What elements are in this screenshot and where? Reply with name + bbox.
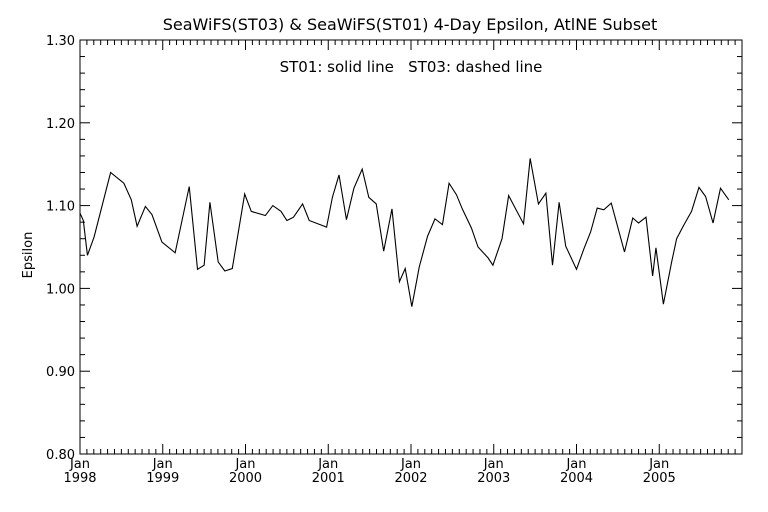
x-tick-month-label: Jan — [152, 457, 173, 472]
x-tick-year-label: 1998 — [63, 471, 96, 486]
x-tick-year-label: 2000 — [229, 471, 262, 486]
y-tick-label: 1.30 — [46, 34, 75, 49]
x-tick-year-label: 2002 — [394, 471, 427, 486]
x-tick-month-label: Jan — [234, 457, 255, 472]
y-axis: 0.80 0.90 1.00 1.10 1.20 1.30 — [46, 34, 742, 463]
x-tick-year-label: 2004 — [560, 471, 593, 486]
y-tick-label: 1.20 — [46, 117, 75, 132]
x-tick-month-label: Jan — [317, 457, 338, 472]
series-group — [79, 158, 730, 307]
x-tick-month-label: Jan — [400, 457, 421, 472]
x-tick-year-label: 2005 — [643, 471, 676, 486]
x-tick-year-label: 2003 — [477, 471, 510, 486]
y-tick-label: 0.80 — [46, 448, 75, 463]
line-style-annotation: ST01: solid line ST03: dashed line — [280, 58, 543, 76]
y-axis-label: Epsilon — [21, 232, 36, 279]
x-tick-month-label: Jan — [648, 457, 669, 472]
x-axis: Jan1998Jan1999Jan2000Jan2001Jan2002Jan20… — [63, 40, 743, 486]
x-tick-month-label: Jan — [483, 457, 504, 472]
series-line-st01 — [79, 158, 730, 307]
plot-frame — [79, 39, 743, 455]
chart-title: SeaWiFS(ST03) & SeaWiFS(ST01) 4-Day Epsi… — [163, 15, 658, 34]
x-tick-year-label: 2001 — [312, 471, 345, 486]
y-tick-label: 0.90 — [46, 365, 75, 380]
y-tick-label: 1.00 — [46, 282, 75, 297]
x-tick-month-label: Jan — [69, 457, 90, 472]
x-tick-month-label: Jan — [565, 457, 586, 472]
y-tick-label: 1.10 — [46, 200, 75, 215]
x-tick-year-label: 1999 — [146, 471, 179, 486]
